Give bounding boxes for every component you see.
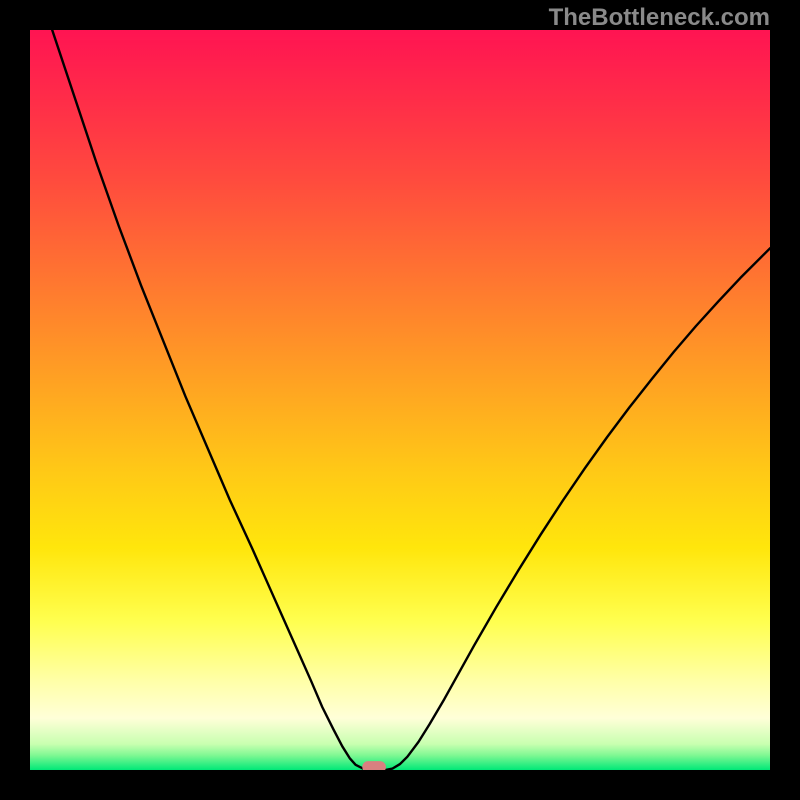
plot-area <box>30 30 770 770</box>
gradient-background <box>30 30 770 770</box>
watermark-text: TheBottleneck.com <box>549 4 770 32</box>
optimal-marker <box>362 761 386 770</box>
chart-frame: TheBottleneck.com <box>0 0 800 800</box>
